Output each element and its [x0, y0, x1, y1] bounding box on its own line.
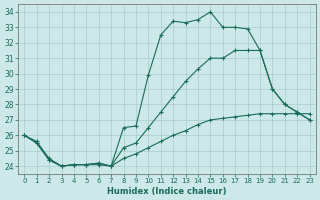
X-axis label: Humidex (Indice chaleur): Humidex (Indice chaleur) — [107, 187, 227, 196]
